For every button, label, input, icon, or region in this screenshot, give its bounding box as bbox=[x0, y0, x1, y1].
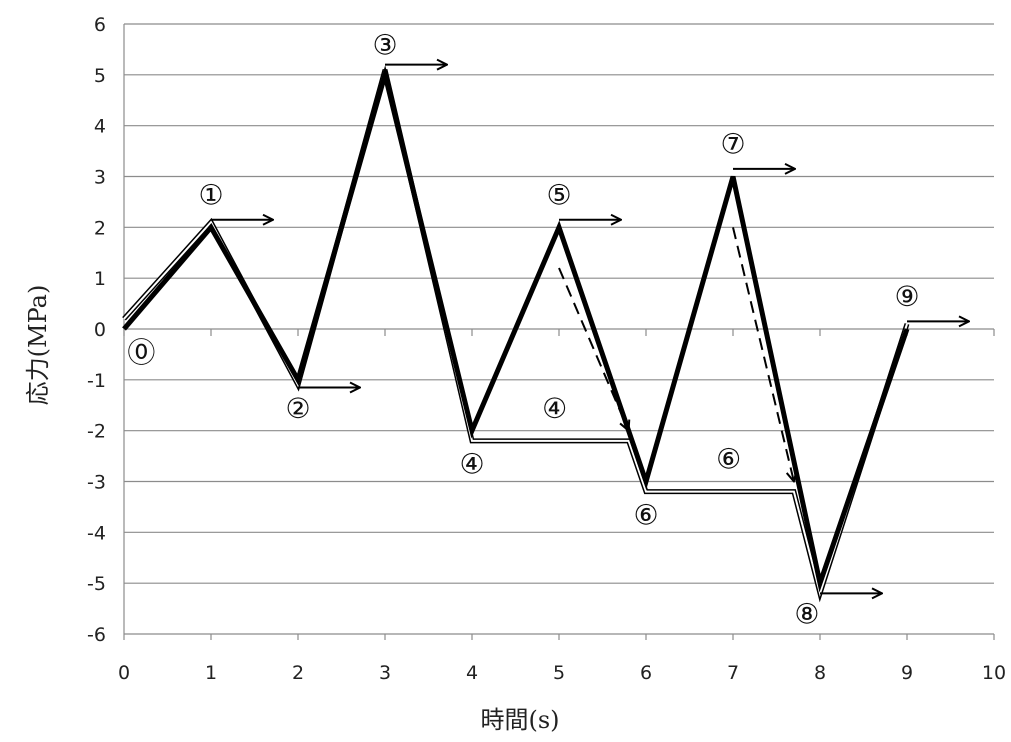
point-annotation: ② bbox=[285, 392, 310, 425]
point-annotation: ⑥ bbox=[633, 499, 658, 532]
point-annotation: ④ bbox=[542, 392, 567, 425]
x-tick-label: 6 bbox=[640, 662, 652, 684]
point-annotation: ⑥ bbox=[716, 443, 741, 476]
point-annotation: ① bbox=[198, 178, 223, 211]
stress-series-line bbox=[122, 65, 910, 593]
y-tick-label: 2 bbox=[94, 217, 106, 239]
point-annotation: ⓪ bbox=[127, 336, 155, 369]
x-tick-label: 2 bbox=[292, 662, 304, 684]
annotation-layer: ⓪ ① ② ③ ④ ⑤ ④ ⑥ ⑦ ⑥ ⑧ ⑨ bbox=[127, 28, 969, 631]
x-tick-label: 5 bbox=[553, 662, 565, 684]
y-tick-label: -6 bbox=[87, 624, 106, 646]
y-tick-label: 6 bbox=[94, 14, 106, 36]
y-tick-label: -2 bbox=[87, 421, 106, 443]
x-tick-label: 1 bbox=[205, 662, 217, 684]
x-tick-label: 10 bbox=[982, 662, 1006, 684]
x-tick-label: 3 bbox=[379, 662, 391, 684]
point-annotation: ⑨ bbox=[894, 280, 919, 313]
x-tick-label: 0 bbox=[118, 662, 130, 684]
y-tick-label: 0 bbox=[94, 319, 106, 341]
y-tick-label: 3 bbox=[94, 167, 106, 189]
point-annotation: ④ bbox=[459, 448, 484, 481]
x-tick-label: 4 bbox=[466, 662, 478, 684]
y-axis-title: 応力(MPa) bbox=[24, 285, 52, 406]
y-tick-label: 4 bbox=[94, 116, 106, 138]
point-annotation: ⑤ bbox=[546, 178, 571, 211]
x-tick-label: 9 bbox=[901, 662, 913, 684]
point-annotation: ⑦ bbox=[720, 127, 745, 160]
point-annotation: ⑧ bbox=[794, 598, 819, 631]
x-axis-title: 時間(s) bbox=[480, 706, 559, 734]
x-tick-label: 8 bbox=[814, 662, 826, 684]
y-tick-label: -4 bbox=[87, 522, 106, 544]
dashed-drop-arrow bbox=[558, 267, 629, 431]
y-tick-label: 5 bbox=[94, 65, 106, 87]
y-tick-label: -1 bbox=[87, 370, 106, 392]
x-tick-label: 7 bbox=[727, 662, 739, 684]
y-tick-label: -3 bbox=[87, 472, 106, 494]
dashed-drop-arrow bbox=[732, 227, 794, 481]
point-annotation: ③ bbox=[372, 28, 397, 61]
y-tick-label: -5 bbox=[87, 573, 106, 595]
y-tick-label: 1 bbox=[94, 268, 106, 290]
path-layer bbox=[122, 65, 910, 603]
